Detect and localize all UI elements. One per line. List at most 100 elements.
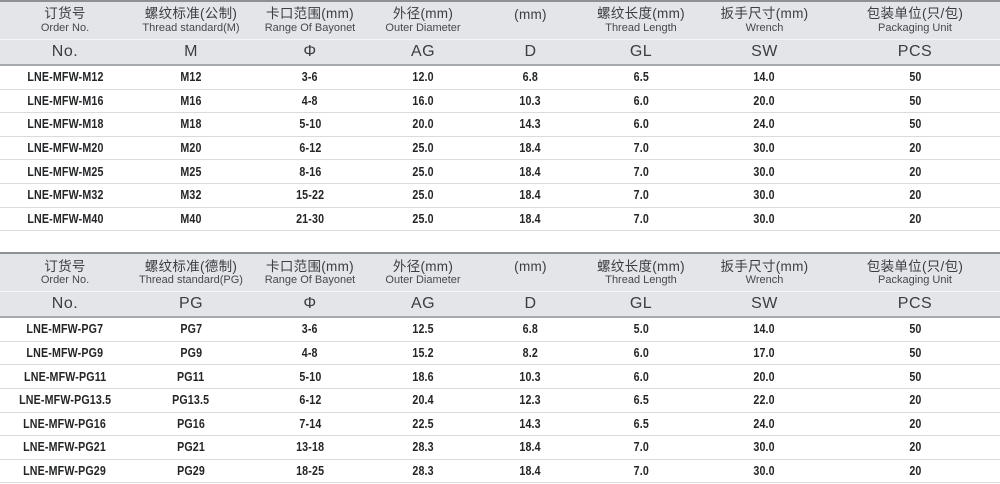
cell-value: 6-12 xyxy=(298,140,321,156)
table-cell: 30.0 xyxy=(699,462,830,480)
table-cell: LNE-MFW-M25 xyxy=(0,163,130,181)
header-label-en: Thread standard(PG) xyxy=(139,274,243,287)
table-row: LNE-MFW-M12 M12 3-6 12.0 6.8 6.5 14.0 50 xyxy=(0,66,1000,90)
cell-value: M20 xyxy=(180,140,202,156)
table-cell: LNE-MFW-M40 xyxy=(0,210,130,228)
header-label-en: Outer Diameter xyxy=(385,21,461,34)
cell-value: 6.0 xyxy=(633,345,649,361)
table-cell: 12.0 xyxy=(368,68,478,86)
header-label-cn: 螺纹长度(mm) xyxy=(597,258,685,274)
table-cell: LNE-MFW-PG13.5 xyxy=(0,391,130,409)
cell-value: PG7 xyxy=(180,321,202,337)
header-symbol-cell: PCS xyxy=(830,295,1000,313)
table-row: LNE-MFW-M32 M32 15-22 25.0 18.4 7.0 30.0 20 xyxy=(0,183,1000,208)
cell-value: 7.0 xyxy=(633,439,649,455)
cell-value: LNE-MFW-PG13.5 xyxy=(18,392,112,408)
header-cell: 包装单位(只/包) Packaging Unit xyxy=(830,259,1000,287)
header-label-en: Thread Length xyxy=(605,21,677,34)
table-header: 订货号 Order No. 螺纹标准(公制) Thread standard(M) 卡口… xyxy=(0,2,1000,66)
header-symbol-cell: PCS xyxy=(830,43,1000,61)
header-label-cn: 卡口范围(mm) xyxy=(266,6,354,22)
cell-value: PG21 xyxy=(177,439,205,455)
cell-value: 20 xyxy=(908,463,922,479)
header-label-en: Thread standard(M) xyxy=(142,21,240,34)
header-cell: 外径(mm) Outer Diameter xyxy=(368,259,478,287)
header-label-en: Packaging Unit xyxy=(878,21,952,34)
cell-value: 30.0 xyxy=(753,163,776,179)
cell-value: 10.3 xyxy=(519,92,542,108)
table-cell: 5.0 xyxy=(583,320,699,338)
table-cell: 30.0 xyxy=(699,186,830,204)
table-cell: 14.0 xyxy=(699,68,830,86)
cell-value: 18.4 xyxy=(519,140,542,156)
cell-value: 50 xyxy=(908,368,922,384)
cell-value: 3-6 xyxy=(302,69,318,85)
table-cell: 18.4 xyxy=(478,438,583,456)
cell-value: 50 xyxy=(908,69,922,85)
cell-value: LNE-MFW-M32 xyxy=(26,187,104,203)
cell-value: 7.0 xyxy=(633,163,649,179)
table-cell: 12.5 xyxy=(368,320,478,338)
cell-value: 18.6 xyxy=(412,368,434,384)
header-label-cn: 卡口范围(mm) xyxy=(266,258,354,274)
cell-value: 18.4 xyxy=(519,210,542,226)
table-cell: PG29 xyxy=(130,462,252,480)
cell-value: 22.0 xyxy=(753,392,776,408)
cell-value: 12.5 xyxy=(412,321,434,337)
table-cell: M40 xyxy=(130,210,252,228)
cell-value: 25.0 xyxy=(412,187,434,203)
header-symbol-label: GL xyxy=(629,42,653,60)
cell-value: LNE-MFW-PG7 xyxy=(26,321,104,337)
header-symbol-row: No. M Φ AG D GL SW PCS xyxy=(0,39,1000,64)
cell-value: 20 xyxy=(908,140,922,156)
table-cell: 22.5 xyxy=(368,415,478,433)
header-symbol-cell: Φ xyxy=(252,295,368,313)
table-cell: 50 xyxy=(830,368,1000,386)
header-cell: 卡口范围(mm) Range Of Bayonet xyxy=(252,259,368,287)
header-symbol-label: No. xyxy=(51,42,79,60)
cell-value: 18.4 xyxy=(519,187,542,203)
header-symbol-cell: AG xyxy=(368,295,478,313)
cell-value: 5-10 xyxy=(298,116,321,132)
cell-value: 18.4 xyxy=(519,439,542,455)
table-cell: 30.0 xyxy=(699,139,830,157)
table-cell: PG21 xyxy=(130,438,252,456)
cell-value: 30.0 xyxy=(753,463,776,479)
header-symbol-label: M xyxy=(184,42,198,60)
header-bilingual-row: 订货号 Order No. 螺纹标准(公制) Thread standard(M) 卡口… xyxy=(0,2,1000,39)
cell-value: 14.0 xyxy=(753,69,776,85)
table-cell: 5-10 xyxy=(252,115,368,133)
cell-value: 20.0 xyxy=(753,92,776,108)
cell-value: 15-22 xyxy=(295,187,325,203)
header-cell: 订货号 Order No. xyxy=(0,259,130,287)
table-cell: 7.0 xyxy=(583,186,699,204)
table-cell: 17.0 xyxy=(699,344,830,362)
cell-value: 5.0 xyxy=(633,321,649,337)
cell-value: 4-8 xyxy=(302,92,318,108)
cell-value: M32 xyxy=(180,187,202,203)
cell-value: 6.5 xyxy=(633,392,649,408)
header-symbol-label: D xyxy=(524,42,537,60)
table-cell: 20 xyxy=(830,139,1000,157)
table-row: LNE-MFW-PG9 PG9 4-8 15.2 8.2 6.0 17.0 50 xyxy=(0,341,1000,366)
cell-value: 12.0 xyxy=(412,69,434,85)
table-cell: LNE-MFW-M32 xyxy=(0,186,130,204)
cell-value: 18-25 xyxy=(295,463,325,479)
table-cell: 10.3 xyxy=(478,368,583,386)
header-symbol-label: AG xyxy=(410,42,436,60)
table-header: 订货号 Order No. 螺纹标准(德制) Thread standard(PG) 卡… xyxy=(0,254,1000,319)
header-symbol-label: GL xyxy=(629,294,653,312)
header-cell: 包装单位(只/包) Packaging Unit xyxy=(830,6,1000,34)
cell-value: 25.0 xyxy=(412,210,434,226)
header-label-en: Outer Diameter xyxy=(385,274,461,287)
table-cell: 7.0 xyxy=(583,462,699,480)
table-row: LNE-MFW-M40 M40 21-30 25.0 18.4 7.0 30.0 20 xyxy=(0,207,1000,232)
header-symbol-cell: GL xyxy=(583,43,699,61)
header-label-cn: 螺纹长度(mm) xyxy=(597,6,685,22)
cell-value: 20.0 xyxy=(753,368,776,384)
table-cell: 20.0 xyxy=(368,115,478,133)
table-cell: 50 xyxy=(830,68,1000,86)
cell-value: 12.3 xyxy=(519,392,542,408)
table-cell: 50 xyxy=(830,115,1000,133)
